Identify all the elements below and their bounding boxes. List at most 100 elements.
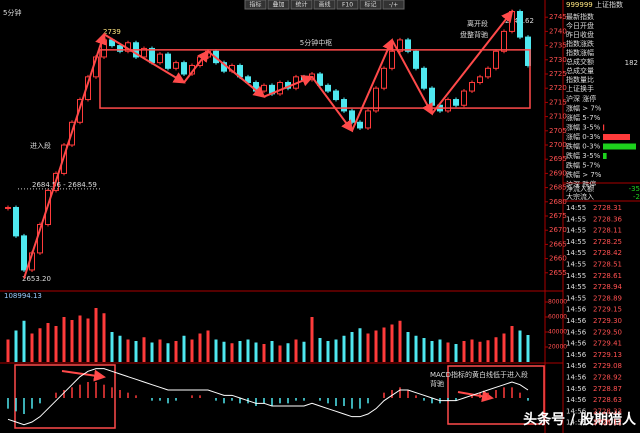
- tick-time: 14:56: [566, 385, 587, 393]
- y-tick-label: 40000: [548, 329, 567, 336]
- candle: [477, 76, 483, 84]
- tick-price: 2729.30: [593, 317, 622, 325]
- volume-bar: [454, 344, 458, 362]
- candle: [453, 99, 459, 106]
- volume-bar: [302, 341, 306, 362]
- tick-time: 14:56: [566, 340, 587, 348]
- candle: [517, 11, 523, 38]
- tick-time: 14:56: [566, 407, 587, 415]
- y-tick-label: 2685: [549, 184, 567, 192]
- volume-bar: [254, 342, 258, 362]
- toolbar-button[interactable]: [382, 0, 405, 10]
- toolbar-label: 指标: [249, 1, 261, 9]
- stroke-arrow: [351, 38, 394, 132]
- tick-time: 14:55: [566, 294, 586, 302]
- volume-bar: [374, 330, 378, 362]
- breadth-label: 跌幅 3-5%: [566, 151, 601, 160]
- candle: [493, 50, 499, 69]
- tick-time: 14:55: [566, 249, 586, 257]
- flow-value: -2: [633, 193, 640, 201]
- stroke-arrow: [23, 32, 107, 279]
- y-tick-label: 2665: [549, 240, 567, 248]
- y-tick-label: 2705: [549, 127, 567, 135]
- volume-bar: [526, 335, 530, 362]
- tick-price: 2728.12: [593, 419, 622, 427]
- stroke-arrow: [431, 9, 514, 115]
- flow-value: -35: [629, 185, 640, 193]
- highlight-box: [447, 365, 545, 425]
- y-tick-label: 2700: [549, 141, 567, 149]
- tick-price: 2728.92: [593, 374, 622, 382]
- tick-time: 14:56: [566, 362, 587, 370]
- volume-bar: [470, 339, 474, 362]
- tick-time: 14:55: [566, 272, 586, 280]
- candle: [389, 50, 395, 69]
- volume-header: 108994.13: [4, 292, 42, 300]
- toolbar-label: -/+: [389, 2, 398, 9]
- annotation: 离开段: [467, 19, 488, 28]
- y-tick-label: 2740: [549, 27, 567, 35]
- volume-bar: [150, 342, 154, 362]
- volume-bar: [158, 339, 162, 362]
- y-tick-label: 2745: [549, 13, 567, 21]
- volume-bar: [286, 343, 290, 362]
- quote-label: 指数涨幅: [566, 48, 594, 57]
- quote-label: 昨日收盘: [566, 30, 594, 39]
- toolbar-label: 标记: [364, 1, 376, 9]
- toolbar-button[interactable]: [267, 0, 290, 10]
- watermark: 头条号 / 股期猎人: [523, 411, 637, 428]
- quote-label: 今日开盘: [566, 21, 594, 30]
- volume-bar: [142, 337, 146, 362]
- volume-bar: [342, 335, 346, 362]
- toolbar-button[interactable]: [313, 0, 336, 10]
- toolbar-button[interactable]: [290, 0, 313, 10]
- toolbar-button[interactable]: [244, 0, 267, 10]
- stroke-arrow: [311, 76, 354, 133]
- y-tick-label: 2680: [549, 198, 567, 206]
- volume-bar: [46, 323, 50, 362]
- volume-bar: [118, 335, 122, 362]
- candle: [397, 39, 403, 52]
- candle: [341, 99, 347, 112]
- candle: [461, 90, 467, 106]
- volume-bar: [518, 330, 522, 362]
- toolbar-label: F10: [342, 2, 353, 9]
- quote-label: 总成交量: [566, 66, 594, 75]
- stroke-arrow: [207, 50, 266, 98]
- dif-line: [7, 368, 529, 426]
- candle: [181, 62, 187, 75]
- toolbar-button[interactable]: [359, 0, 382, 10]
- toolbar-button[interactable]: [336, 0, 359, 10]
- volume-bar: [438, 339, 442, 362]
- y-tick-label: 2690: [549, 169, 567, 177]
- volume-bar: [382, 327, 386, 362]
- candle: [325, 84, 331, 92]
- volume-bar: [310, 317, 314, 362]
- annotation: 进入段: [30, 141, 51, 150]
- volume-bar: [110, 332, 114, 362]
- breadth-bar: [603, 143, 636, 150]
- volume-bar: [238, 341, 242, 362]
- peak-label: 2739: [103, 28, 121, 36]
- candle: [349, 110, 355, 123]
- volume-bar: [510, 326, 514, 362]
- volume-bar: [206, 330, 210, 362]
- tick-price: 2728.33: [593, 407, 622, 415]
- volume-bar: [70, 320, 74, 362]
- volume-bar: [350, 332, 354, 362]
- breadth-label: 沪深 涨停: [566, 94, 596, 103]
- candle: [357, 121, 363, 129]
- tick-price: 2728.31: [593, 204, 622, 212]
- y-tick-label: 20000: [548, 344, 567, 351]
- arrow: [61, 369, 106, 382]
- y-tick-label: 2720: [549, 84, 567, 92]
- tick-time: 14:56: [566, 374, 587, 382]
- toolbar-label: 统计: [295, 1, 307, 9]
- volume-bar: [318, 338, 322, 362]
- y-tick-label: 80000: [548, 299, 567, 306]
- quote-value: 182: [625, 59, 638, 67]
- tick-price: 2728.94: [593, 283, 622, 291]
- volume-bar: [166, 343, 170, 362]
- y-tick-label: 2655: [549, 269, 567, 277]
